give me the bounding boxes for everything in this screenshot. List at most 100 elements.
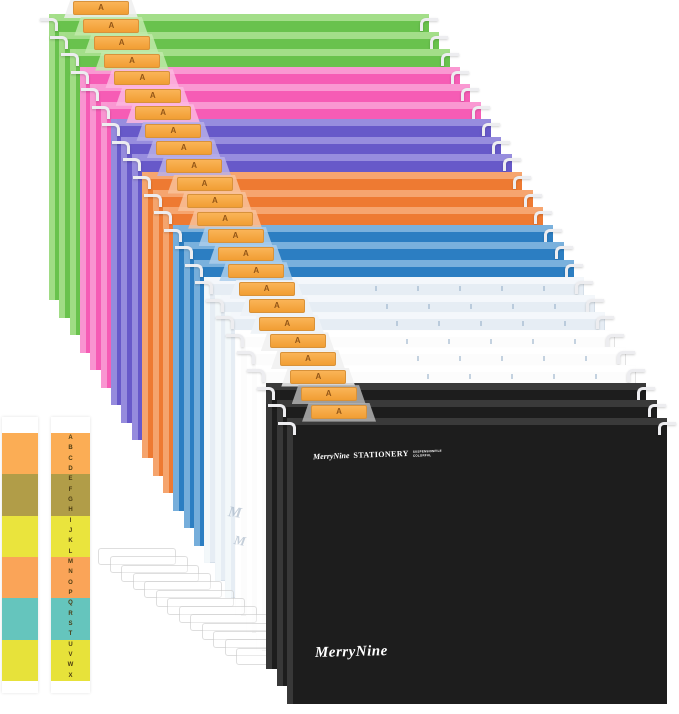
folder-left-edge [193, 259, 200, 546]
hanging-hook-left-icon [133, 175, 152, 189]
index-tab-letter: A [129, 55, 135, 65]
hanging-hook-right-icon [482, 123, 501, 137]
alphabet-letter: Q [68, 600, 73, 607]
index-tab-letter: A [305, 354, 311, 363]
folder-left-edge [80, 66, 87, 353]
folder-left-edge [131, 154, 138, 441]
hanging-hook-right-icon [471, 105, 490, 119]
folder-left-edge [224, 312, 231, 599]
index-tab-letter: A [243, 248, 249, 258]
folder-left-edge [152, 189, 159, 476]
hanging-hook-left-icon [195, 281, 214, 295]
folder-left-edge [256, 365, 262, 651]
index-tab-letter: A [232, 231, 239, 241]
folder-left-edge [214, 294, 221, 581]
folder-top-edge [224, 312, 605, 320]
hanging-hook-right-icon [451, 70, 470, 84]
index-tab: A [104, 53, 161, 68]
folder-top-edge [287, 417, 668, 425]
index-tab-letter: A [191, 160, 198, 170]
index-tab-letter: A [170, 125, 177, 135]
folder-left-edge [204, 277, 211, 564]
folder-top-edge [162, 207, 543, 215]
alphabet-letter: G [68, 497, 73, 504]
folder-left-edge [266, 382, 273, 669]
alphabet-letter: U [68, 641, 73, 648]
hanging-hook-right-icon [492, 140, 511, 154]
index-tab-letter: A [139, 73, 146, 83]
hanging-hook-left-icon [174, 246, 193, 260]
hanging-hook-right-icon [585, 298, 604, 312]
index-tab-letter: A [222, 213, 229, 223]
index-tab-letter: A [201, 178, 208, 188]
folder-top-edge [173, 224, 554, 232]
alphabet-letter: I [69, 517, 72, 524]
folder-top-edge [121, 136, 502, 144]
index-tab: A [186, 194, 243, 209]
blank-label-section [2, 556, 38, 599]
alphabet-letter: F [68, 486, 73, 493]
hanging-hook-right-icon [440, 53, 459, 67]
hanging-hook-right-icon [533, 211, 552, 225]
alphabet-letter: E [68, 476, 73, 483]
index-tab: A [93, 36, 150, 51]
hanging-hook-left-icon [236, 351, 255, 365]
alphabet-letter: O [68, 579, 73, 586]
folder-left-edge [276, 400, 283, 687]
tab-slot-row [375, 286, 575, 292]
index-tab-letter: A [315, 371, 322, 381]
hanging-hook-right-icon [575, 281, 594, 295]
hanging-hook-right-icon [658, 421, 677, 435]
index-tab: A [248, 299, 305, 314]
folder-left-edge [287, 417, 294, 704]
hanging-hook-right-icon [544, 228, 563, 242]
hanging-hook-left-icon [122, 158, 141, 172]
index-tab: A [83, 18, 140, 33]
folder-left-edge [90, 84, 97, 371]
hanging-hook-left-icon [226, 333, 245, 347]
blank-label-section [2, 515, 38, 557]
index-tab: A [155, 141, 212, 156]
index-tab: A [135, 106, 192, 121]
index-tab-letter: A [108, 20, 115, 30]
hanging-hook-left-icon [143, 193, 162, 207]
folder-left-edge [49, 14, 55, 300]
index-tab-letter: A [211, 196, 218, 206]
index-tab: A [300, 387, 357, 402]
folder-left-edge [142, 171, 149, 458]
hanging-hook-left-icon [247, 369, 265, 382]
folder-top-edge [111, 119, 492, 127]
hanging-hook-right-icon [616, 351, 635, 365]
blank-label-section [2, 639, 38, 681]
index-tab-letter: A [118, 38, 125, 48]
index-tab: A [280, 352, 336, 366]
hanging-hook-right-icon [513, 175, 532, 189]
index-tab-letter: A [263, 283, 270, 293]
hanging-hook-left-icon [91, 105, 110, 119]
folder-left-edge [173, 224, 180, 511]
hanging-hook-right-icon [502, 158, 521, 172]
folder-left-edge [245, 347, 252, 634]
alphabet-letter: K [68, 538, 73, 545]
folder-top-edge [276, 400, 657, 408]
index-tab: A [290, 369, 347, 384]
tab-slot-row [395, 321, 595, 327]
hanging-hook-left-icon [278, 421, 297, 435]
folder-left-edge [183, 242, 190, 529]
index-tab-letter: A [336, 406, 342, 416]
folder-top-edge [204, 277, 585, 285]
alphabet-letter: X [68, 672, 73, 679]
hanging-hook-left-icon [60, 53, 79, 67]
folder-top-edge [131, 154, 512, 162]
brand-word: STATIONERY [353, 448, 410, 460]
hanging-hook-left-icon [81, 88, 100, 102]
hanging-hook-right-icon [554, 246, 573, 260]
folder-top-edge [69, 49, 450, 57]
index-tab: A [269, 334, 326, 349]
alphabet-letter: M [68, 559, 73, 566]
index-tab-letter: A [98, 3, 104, 12]
